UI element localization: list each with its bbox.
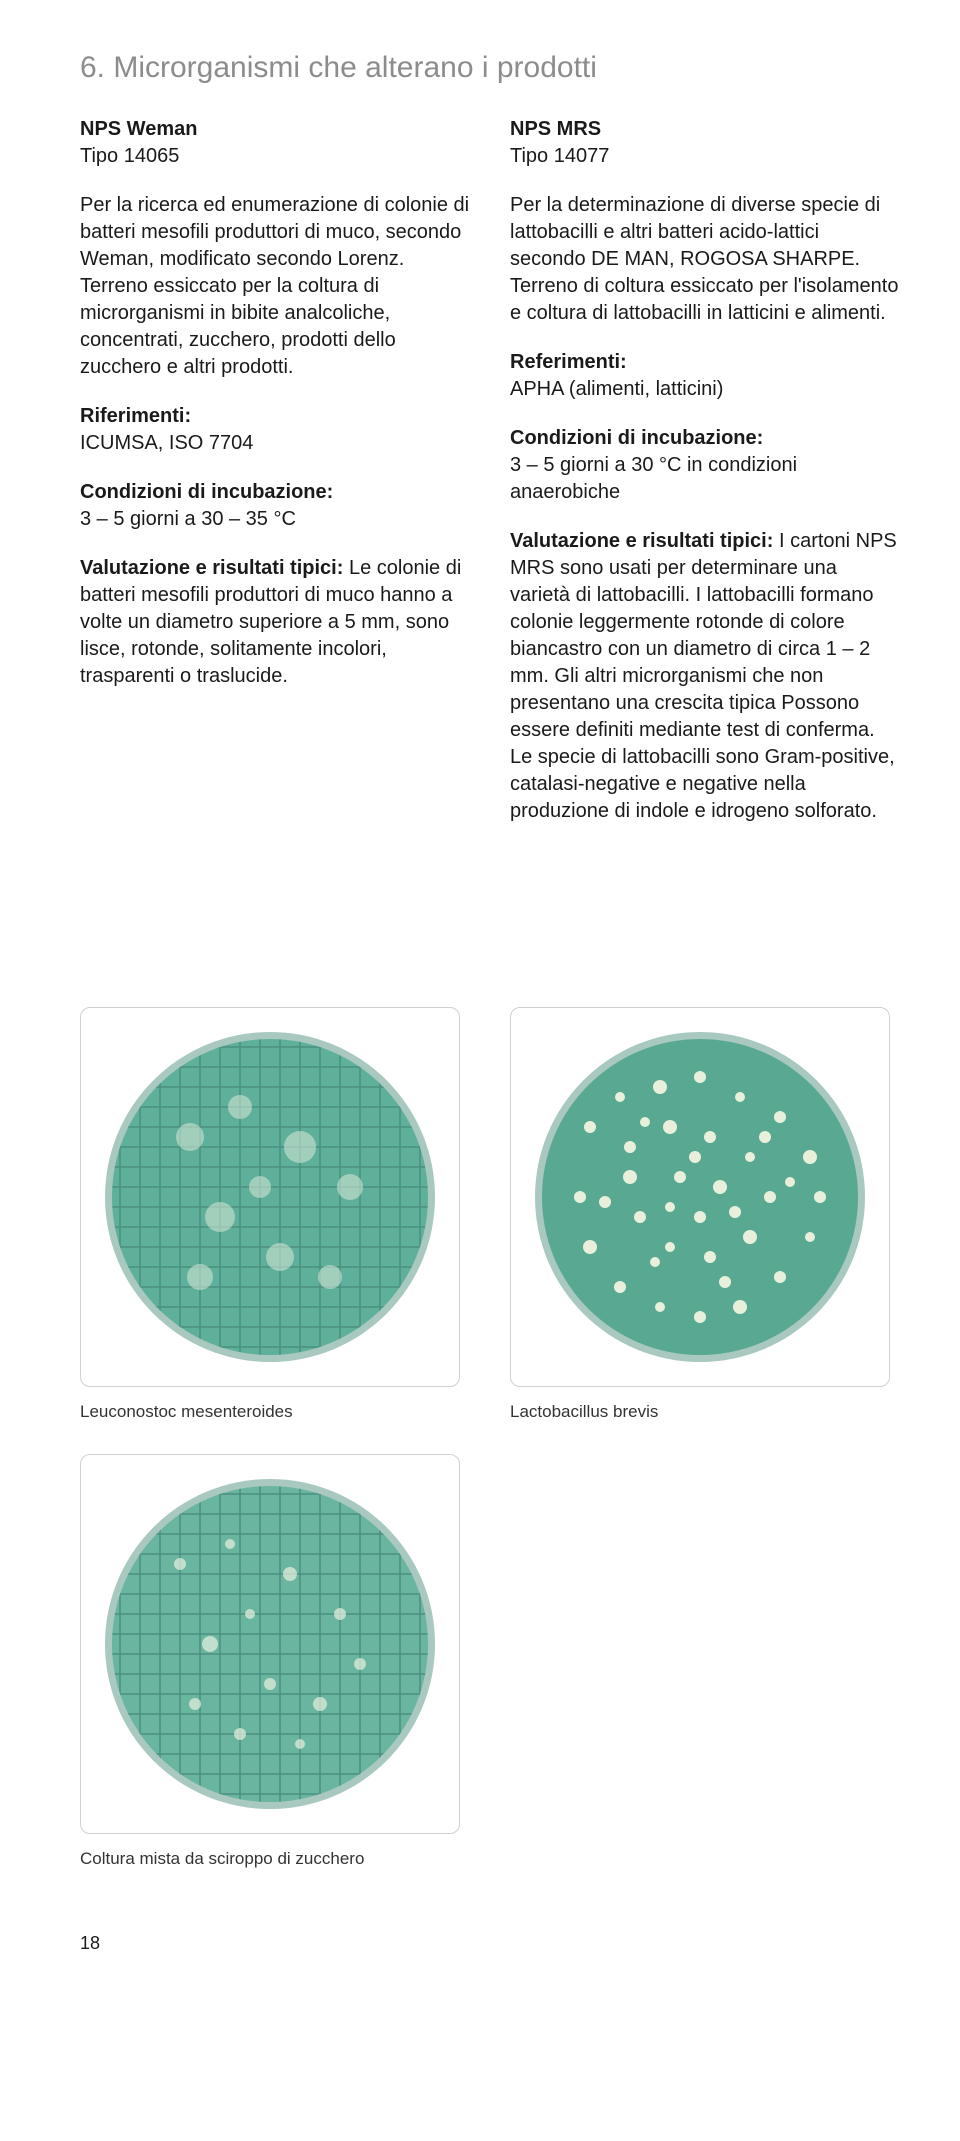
left-column: NPS Weman Tipo 14065 Per la ricerca ed e… <box>80 116 470 847</box>
conditions-right: Condizioni di incubazione: 3 – 5 giorni … <box>510 425 900 506</box>
paragraph-right-1: Per la determinazione di diverse specie … <box>510 192 900 327</box>
conditions-text: 3 – 5 giorni a 30 – 35 °C <box>80 506 470 533</box>
references-label-right: Referimenti: <box>510 349 900 376</box>
paragraph-left-1: Per la ricerca ed enumerazione di coloni… <box>80 192 470 381</box>
evaluation-left: Valutazione e risultati tipici: Le colon… <box>80 555 470 690</box>
petri-second-wrap: Coltura mista da sciroppo di zucchero <box>80 1454 460 1871</box>
product-name-right: NPS MRS <box>510 116 900 143</box>
product-name-left: NPS Weman <box>80 116 470 143</box>
conditions-left: Condizioni di incubazione: 3 – 5 giorni … <box>80 479 470 533</box>
references-left: Riferimenti: ICUMSA, ISO 7704 <box>80 403 470 457</box>
references-label: Riferimenti: <box>80 403 470 430</box>
petri-left-col: Leuconostoc mesenteroides <box>80 1007 470 1871</box>
page-number: 18 <box>80 1931 900 1955</box>
petri-dish-3 <box>530 1027 870 1367</box>
references-right: Referimenti: APHA (alimenti, latticini) <box>510 349 900 403</box>
caption-left-2: Coltura mista da sciroppo di zucchero <box>80 1848 460 1871</box>
petri-frame-2 <box>80 1454 460 1834</box>
caption-right-1: Lactobacillus brevis <box>510 1401 900 1424</box>
petri-row: Leuconostoc mesenteroides <box>80 1007 900 1871</box>
caption-left-1: Leuconostoc mesenteroides <box>80 1401 470 1424</box>
two-column-layout: NPS Weman Tipo 14065 Per la ricerca ed e… <box>80 116 900 847</box>
product-type-right: Tipo 14077 <box>510 143 900 170</box>
conditions-text-right: 3 – 5 giorni a 30 °C in condizioni anaer… <box>510 452 900 506</box>
petri-dish-1 <box>100 1027 440 1367</box>
references-text: ICUMSA, ISO 7704 <box>80 430 470 457</box>
petri-frame-1 <box>80 1007 460 1387</box>
petri-right-col: Lactobacillus brevis <box>510 1007 900 1871</box>
references-text-right: APHA (alimenti, latticini) <box>510 376 900 403</box>
evaluation-label-right: Valutazione e risultati tipici: <box>510 530 773 552</box>
evaluation-text-right: I cartoni NPS MRS sono usati per determi… <box>510 530 897 822</box>
evaluation-label: Valutazione e risultati tipici: <box>80 557 343 579</box>
section-title: 6. Microrganismi che alterano i prodotti <box>80 50 900 86</box>
conditions-label-right: Condizioni di incubazione: <box>510 425 900 452</box>
petri-frame-3 <box>510 1007 890 1387</box>
right-column: NPS MRS Tipo 14077 Per la determinazione… <box>510 116 900 847</box>
product-type-left: Tipo 14065 <box>80 143 470 170</box>
evaluation-right: Valutazione e risultati tipici: I carton… <box>510 528 900 825</box>
conditions-label: Condizioni di incubazione: <box>80 479 470 506</box>
petri-dish-2 <box>100 1474 440 1814</box>
